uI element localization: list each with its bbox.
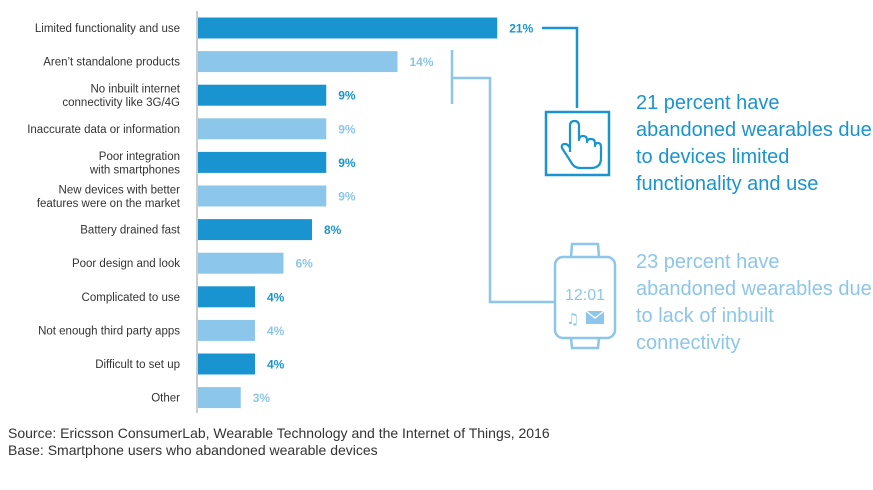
bar-10 (198, 353, 255, 375)
bar-8 (198, 286, 255, 308)
value-label-3: 9% (338, 122, 356, 136)
bar-5 (198, 185, 327, 207)
chart-notes: Source: Ericsson ConsumerLab, Wearable T… (8, 425, 550, 459)
category-label-9: Not enough third party apps (38, 325, 180, 337)
base-note: Base: Smartphone users who abandoned wea… (8, 442, 378, 458)
value-label-0: 21% (509, 22, 533, 36)
bar-4 (198, 151, 327, 173)
category-label-4: Poor integration with smartphones (89, 151, 180, 177)
bar-chart: Limited functionality and use Aren’t stan… (27, 11, 617, 413)
category-label-11: Other (151, 393, 180, 405)
bar-7 (198, 252, 284, 274)
bar-2 (198, 84, 327, 106)
value-label-9: 4% (267, 324, 285, 338)
category-label-1: Aren’t standalone products (43, 57, 180, 69)
value-label-2: 9% (338, 89, 356, 103)
category-label-8: Complicated to use (82, 292, 180, 304)
category-label-6: Battery drained fast (80, 225, 181, 237)
category-label-2: No inbuilt internet connectivity like 3G/… (62, 84, 180, 110)
category-label-10: Difficult to set up (95, 359, 180, 371)
hand-pointer-icon (544, 110, 611, 177)
value-label-10: 4% (267, 358, 285, 372)
category-labels: Limited functionality and use Aren’t stan… (27, 23, 181, 405)
envelope-icon (585, 310, 605, 324)
value-label-1: 14% (410, 55, 434, 69)
bar-6 (198, 219, 312, 241)
connector-line-limited-functionality (542, 26, 579, 108)
value-label-11: 3% (253, 391, 271, 405)
category-label-7: Poor design and look (72, 258, 180, 270)
bar-0 (198, 17, 498, 39)
value-label-4: 9% (338, 156, 356, 170)
callout-functionality-text: 21 percent have abandoned wearables due … (636, 92, 872, 195)
category-label-3: Inaccurate data or information (27, 124, 180, 136)
category-label-0: Limited functionality and use (35, 23, 180, 35)
bar-1 (198, 51, 398, 73)
source-note: Source: Ericsson ConsumerLab, Wearable T… (8, 425, 550, 441)
value-label-8: 4% (267, 290, 285, 304)
category-label-5: New devices with better features were on … (37, 185, 181, 211)
smartwatch-icon: 12:01 ♫ (553, 242, 617, 350)
value-label-7: 6% (296, 257, 314, 271)
value-label-5: 9% (338, 190, 356, 204)
value-label-6: 8% (324, 223, 342, 237)
callout-connectivity-text: 23 percent have abandoned wearables due … (636, 251, 872, 354)
music-note-icon: ♫ (566, 310, 579, 328)
bar-11 (198, 387, 241, 409)
value-labels: 21% 14% 9% 9% 9% 9% 8% 6% 4% 4% 4% 3% (253, 22, 534, 406)
bars (198, 17, 498, 409)
bar-9 (198, 319, 255, 341)
bar-3 (198, 118, 327, 140)
watch-time: 12:01 (565, 287, 605, 304)
connector-line-connectivity (450, 50, 555, 304)
